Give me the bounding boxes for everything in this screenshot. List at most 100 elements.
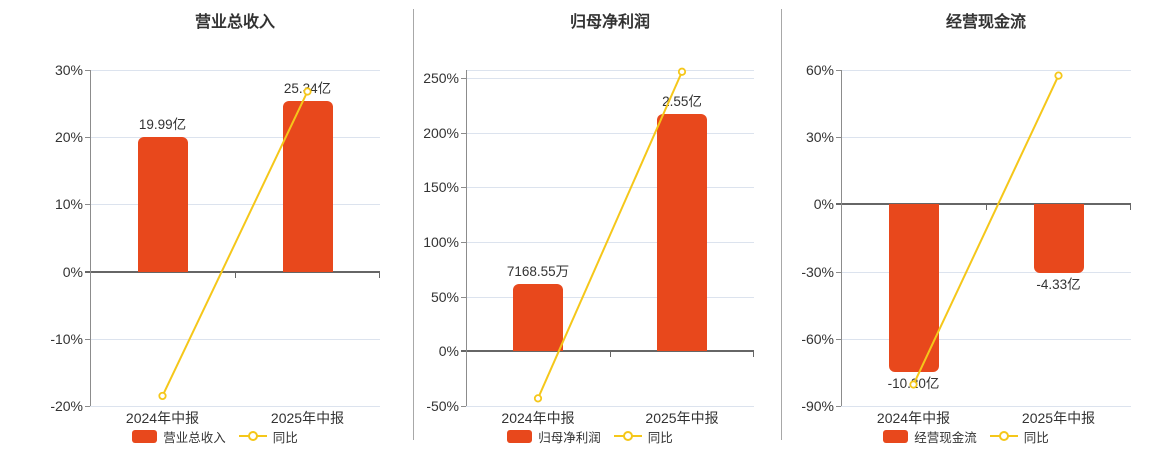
- panel-operating-revenue: 营业总收入 30%20%10%0%-10%-20%19.99亿25.34亿202…: [0, 0, 413, 450]
- panel-net-profit: 归母净利润 250% 200% 150% 100% 50% 0% -50% 7168.55万 2…: [414, 0, 781, 450]
- legend-line-series-label: 同比: [272, 430, 298, 445]
- legend-line-ring: [247, 431, 258, 441]
- plot-top-border: [466, 70, 754, 71]
- y-tick-label: 250%: [423, 69, 459, 86]
- y-tick-label: -60%: [801, 330, 834, 347]
- bar-2024年中报: [513, 283, 563, 352]
- yoy-line: [161, 91, 309, 397]
- legend-item-line-series: 同比: [238, 427, 298, 446]
- gridline: [466, 132, 754, 134]
- yoy-line-plot: [909, 71, 1063, 389]
- x-category-label: 2024年中报: [876, 410, 951, 426]
- chart-title-net-profit: 归母净利润: [569, 14, 650, 31]
- x-category-label: 2025年中报: [270, 410, 345, 426]
- y-axis-tick: [85, 137, 90, 139]
- y-tick-label: 0%: [62, 263, 83, 280]
- y-axis-line: [466, 70, 467, 406]
- bar-2024年中报: [137, 137, 188, 272]
- y-axis-tick: [836, 271, 841, 273]
- y-tick-label: 20%: [54, 129, 83, 146]
- x-axis-tick: [753, 352, 754, 358]
- legend-item-line-series: 同比: [989, 427, 1049, 446]
- gridline: [466, 187, 754, 189]
- legend-bar-swatch-icon: [883, 429, 909, 443]
- gridline: [90, 137, 380, 139]
- yoy-point-marker: [158, 391, 167, 401]
- gridline: [841, 271, 1131, 273]
- legend-line-series-label: 同比: [1023, 430, 1049, 445]
- legend-bar-series-label: 归母净利润: [538, 430, 601, 445]
- yoy-point-marker: [533, 394, 543, 403]
- gridline: [466, 406, 754, 407]
- x-category-label: 2025年中报: [645, 410, 719, 426]
- legend-line-series-label: 同比: [647, 430, 673, 445]
- y-tick-label: -10%: [50, 330, 83, 347]
- x-category-label: 2024年中报: [501, 410, 575, 426]
- gridline: [90, 70, 380, 71]
- y-axis-tick: [85, 204, 90, 206]
- legend-line-ring: [998, 431, 1009, 441]
- bar-2025年中报: [1033, 204, 1084, 273]
- y-axis-tick: [85, 270, 90, 273]
- zero-axis-line: [841, 203, 1131, 206]
- y-axis-tick: [461, 406, 466, 407]
- bar-value-label: 7168.55万: [506, 263, 570, 279]
- y-tick-label: 30%: [805, 129, 834, 146]
- chart-legend: 营业总收入 同比: [70, 427, 360, 446]
- gridline: [841, 406, 1131, 407]
- y-tick-label: 100%: [423, 233, 459, 250]
- y-axis-line: [841, 70, 842, 406]
- y-axis-tick: [461, 350, 466, 353]
- yoy-line-plot: [533, 67, 687, 403]
- y-axis-tick: [461, 132, 466, 134]
- plot-area: 60%30%0%-30%-60%-90%-10.20亿-4.33亿: [801, 62, 1131, 414]
- legend-item-line-series: 同比: [613, 427, 673, 446]
- gridline: [841, 137, 1131, 139]
- legend-line-marker-icon: [613, 430, 642, 443]
- zero-axis-line: [90, 270, 380, 273]
- y-tick-label: -20%: [50, 398, 83, 414]
- y-axis-tick: [85, 70, 90, 71]
- legend-bar-series-label: 营业总收入: [163, 430, 226, 445]
- x-axis-tick: [235, 272, 236, 278]
- zero-axis-line: [466, 350, 754, 353]
- legend-bar-swatch-icon: [132, 429, 158, 443]
- legend-item-bar-series: 经营现金流: [883, 427, 977, 446]
- yoy-point-marker: [909, 380, 918, 389]
- plot-area: 30%20%10%0%-10%-20%19.99亿25.34亿: [50, 62, 380, 414]
- gridline: [90, 406, 380, 407]
- panel-divider: [413, 9, 414, 440]
- y-axis-tick: [85, 406, 90, 407]
- legend-line-marker-icon: [238, 430, 267, 443]
- legend-line-marker-icon: [989, 430, 1018, 443]
- gridline: [90, 338, 380, 340]
- chart-legend: 经营现金流 同比: [821, 427, 1111, 446]
- y-tick-label: -50%: [426, 398, 459, 414]
- gridline: [90, 204, 380, 206]
- yoy-point-marker: [303, 87, 312, 96]
- bar-2025年中报: [657, 114, 707, 352]
- gridline: [466, 241, 754, 243]
- x-axis-tick: [379, 272, 380, 278]
- x-category-label: 2024年中报: [125, 410, 200, 426]
- x-axis-tick: [986, 205, 987, 211]
- y-tick-label: 50%: [430, 288, 459, 305]
- yoy-line-plot: [158, 87, 312, 401]
- bar-value-label: -4.33亿: [1036, 276, 1081, 292]
- y-tick-label: 0%: [813, 196, 834, 213]
- y-tick-label: 30%: [54, 62, 83, 78]
- y-axis-tick: [836, 406, 841, 407]
- x-axis-tick: [610, 352, 611, 358]
- panel-operating-cash-flow: 经营现金流 60%30%0%-30%-60%-90%-10.20亿-4.33亿2…: [782, 0, 1160, 450]
- y-axis-tick: [461, 241, 466, 243]
- legend-bar-series-label: 经营现金流: [914, 430, 977, 445]
- x-axis-tick: [1130, 205, 1131, 211]
- y-axis-tick: [836, 70, 841, 71]
- y-axis-tick: [836, 203, 841, 206]
- y-axis-tick: [461, 187, 466, 189]
- y-axis-tick: [836, 137, 841, 139]
- y-axis-tick: [85, 338, 90, 340]
- bar-2025年中报: [282, 101, 333, 272]
- gridline: [841, 70, 1131, 71]
